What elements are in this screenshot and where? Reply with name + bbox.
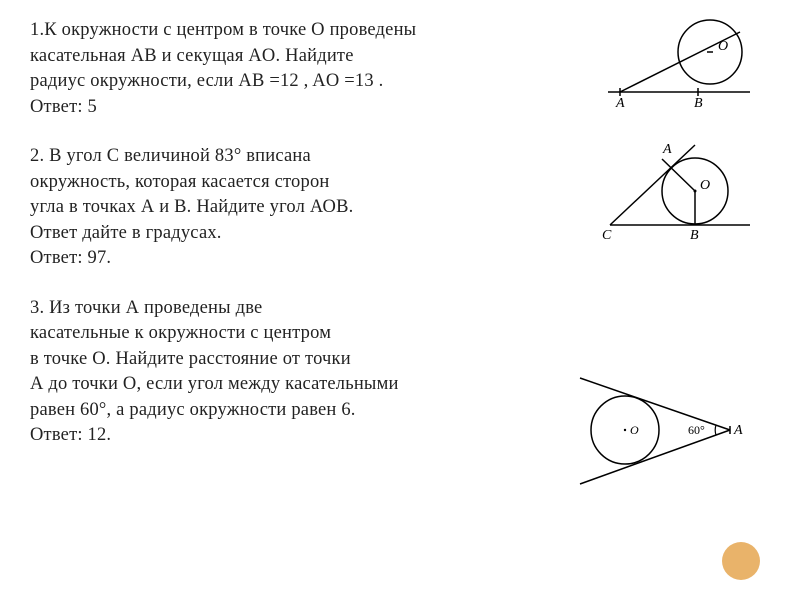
problem-2-line-3: угла в точках А и В. Найдите угол АОВ. [30, 195, 530, 221]
diagram-2-label-o: O [700, 178, 710, 193]
problem-3: 3. Из точки А проведены две касательные … [30, 296, 530, 449]
diagram-2-label-b: B [690, 228, 699, 243]
problem-2-line-1: 2. В угол С величиной 83° вписана [30, 144, 530, 170]
accent-dot [722, 542, 760, 580]
problem-3-line-6: Ответ: 12. [30, 423, 530, 449]
problem-3-line-2: касательные к окружности с центром [30, 321, 530, 347]
problem-1-line-4: Ответ: 5 [30, 95, 530, 121]
problem-3-line-4: А до точки О, если угол между касательны… [30, 372, 530, 398]
diagram-2-svg: C A B O [600, 135, 770, 245]
diagram-3-svg: O 60° A [570, 370, 770, 500]
diagram-3: O 60° A [570, 370, 770, 500]
page: 1.К окружности с центром в точке О прове… [0, 0, 800, 600]
diagram-2-label-c: C [602, 228, 612, 243]
diagram-1-svg: A B O [600, 10, 770, 110]
diagram-1-label-o: O [718, 39, 728, 54]
problem-1-line-2: касательная AB и секущая AO. Найдите [30, 44, 530, 70]
problem-2: 2. В угол С величиной 83° вписана окружн… [30, 144, 530, 272]
problem-1-line-3: радиус окружности, если AB =12 , AO =13 … [30, 69, 530, 95]
diagram-3-label-o: O [630, 423, 639, 437]
diagram-3-label-angle: 60° [688, 423, 705, 437]
problem-2-line-4: Ответ дайте в градусах. [30, 221, 530, 247]
diagram-3-label-a: A [733, 423, 743, 438]
diagram-2-label-a: A [662, 142, 672, 157]
diagram-1-label-a: A [615, 96, 625, 110]
problem-1-line-1: 1.К окружности с центром в точке О прове… [30, 18, 530, 44]
problem-3-line-1: 3. Из точки А проведены две [30, 296, 530, 322]
problem-1: 1.К окружности с центром в точке О прове… [30, 18, 530, 120]
problem-3-line-5: равен 60°, а радиус окружности равен 6. [30, 398, 530, 424]
problem-2-line-5: Ответ: 97. [30, 246, 530, 272]
problem-3-line-3: в точке О. Найдите расстояние от точки [30, 347, 530, 373]
diagram-1: A B O [600, 10, 770, 110]
diagram-2: C A B O [600, 135, 770, 245]
diagram-1-label-b: B [694, 96, 703, 110]
problem-2-line-2: окружность, которая касается сторон [30, 170, 530, 196]
